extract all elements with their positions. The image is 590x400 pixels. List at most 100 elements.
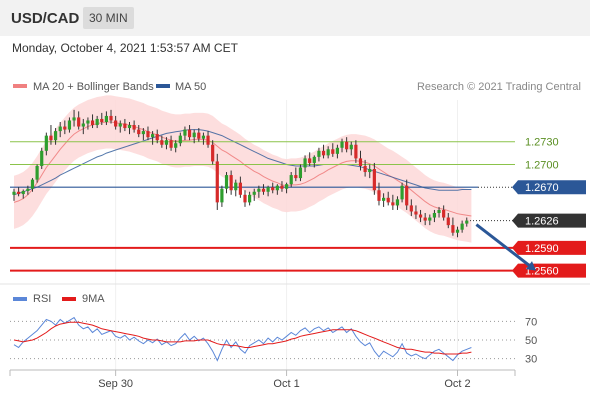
candle-body	[90, 120, 95, 126]
support-label: 1.2590	[525, 243, 559, 255]
bollinger-band-area	[14, 95, 472, 243]
resistance-label: 1.2730	[525, 137, 559, 149]
candle-body	[248, 194, 252, 203]
candle-body	[67, 120, 72, 130]
rsi-tick-label: 50	[525, 335, 537, 347]
candle-body	[423, 217, 427, 221]
rsi-ma-line	[13, 321, 472, 355]
candle-body	[187, 129, 192, 138]
candle-body	[224, 175, 229, 189]
rsi-tick-label: 30	[525, 354, 537, 366]
candle-body	[53, 131, 58, 141]
candle-body	[49, 135, 53, 141]
candle-body	[391, 202, 395, 206]
candle-body	[127, 125, 132, 129]
candle-body	[201, 135, 206, 139]
rsi-legend-swatch	[13, 297, 27, 301]
candle-body	[234, 182, 238, 191]
candle-body	[100, 118, 104, 122]
candle-body	[418, 214, 423, 218]
candle-body	[377, 190, 381, 201]
candle-body	[211, 144, 215, 162]
candle-body	[386, 197, 390, 203]
candle-body	[363, 165, 367, 173]
candle-body	[271, 187, 275, 191]
candle-body	[405, 185, 409, 206]
candle-body	[446, 217, 450, 226]
candle-body	[372, 169, 376, 191]
candle-body	[368, 169, 372, 173]
rsi-tick-label: 70	[525, 316, 537, 328]
candle-body	[197, 132, 201, 139]
ma20-line	[13, 121, 472, 217]
candle-body	[442, 209, 446, 218]
candle-body	[238, 182, 242, 195]
candle-body	[400, 185, 404, 200]
candle-body	[146, 131, 150, 138]
candle-body	[206, 135, 210, 145]
candle-body	[137, 129, 141, 135]
candle-body	[354, 144, 358, 159]
timestamp: Monday, October 4, 2021 1:53:57 AM CET	[12, 41, 238, 55]
candle-body	[358, 158, 363, 166]
candle-body	[321, 150, 326, 156]
candle-body	[155, 134, 159, 141]
candle-body	[414, 211, 418, 215]
ma50-legend-swatch	[156, 84, 170, 88]
ma50-line	[13, 129, 472, 196]
timeframe-button[interactable]: 30 MIN	[83, 7, 134, 29]
x-axis-tick-label: Oct 2	[444, 378, 470, 390]
chart-header: USD/CAD 30 MIN	[0, 0, 590, 36]
candle-body	[317, 150, 321, 157]
rsi-line	[13, 316, 472, 362]
candle-body	[252, 191, 256, 195]
candle-body	[395, 199, 400, 206]
rsi-ma-legend-label: 9MA	[82, 293, 105, 305]
candle-body	[183, 129, 187, 136]
candle-body	[298, 167, 303, 179]
candle-body	[455, 229, 460, 233]
candle-body	[294, 175, 298, 179]
candle-body	[326, 149, 330, 156]
candle-body	[174, 143, 178, 148]
moving-averages	[13, 121, 472, 217]
rsi-panel: 70 50 30	[10, 316, 537, 366]
candle-body	[257, 188, 261, 192]
candle-body	[86, 120, 90, 124]
candle-body	[141, 131, 145, 135]
candle-body	[95, 118, 99, 126]
pivot-label: 1.2670	[525, 182, 559, 194]
forecast-arrow	[475, 223, 537, 271]
current-price-tag	[512, 213, 586, 228]
rsi-legend-label: RSI	[33, 293, 51, 305]
candle-body	[123, 123, 127, 129]
candle-body	[303, 158, 307, 168]
candle-body	[30, 179, 35, 189]
candle-body	[178, 135, 182, 144]
candle-body	[335, 147, 339, 154]
candle-body	[437, 209, 441, 213]
candle-body	[229, 175, 233, 191]
candle-body	[192, 132, 196, 138]
ma50-legend-label: MA 50	[175, 81, 206, 93]
candle-body	[284, 184, 289, 189]
bollinger-legend-label: MA 20 + Bollinger Bands	[33, 81, 154, 93]
candle-body	[44, 135, 48, 151]
candle-body	[169, 140, 173, 148]
candle-body	[21, 191, 25, 195]
pivot-tag	[512, 180, 586, 195]
current-price-label: 1.2626	[525, 216, 559, 228]
candle-body	[114, 120, 118, 127]
candle-body	[243, 194, 247, 203]
candles	[12, 109, 469, 238]
candle-body	[349, 144, 353, 150]
rsi-legend: RSI 9MA	[13, 293, 105, 305]
candle-body	[308, 158, 312, 163]
candle-body	[118, 123, 122, 127]
chart-panel	[0, 36, 590, 400]
candle-body	[331, 149, 335, 154]
candle-body	[109, 115, 113, 121]
candle-body	[409, 205, 413, 212]
candle-body	[81, 123, 85, 127]
